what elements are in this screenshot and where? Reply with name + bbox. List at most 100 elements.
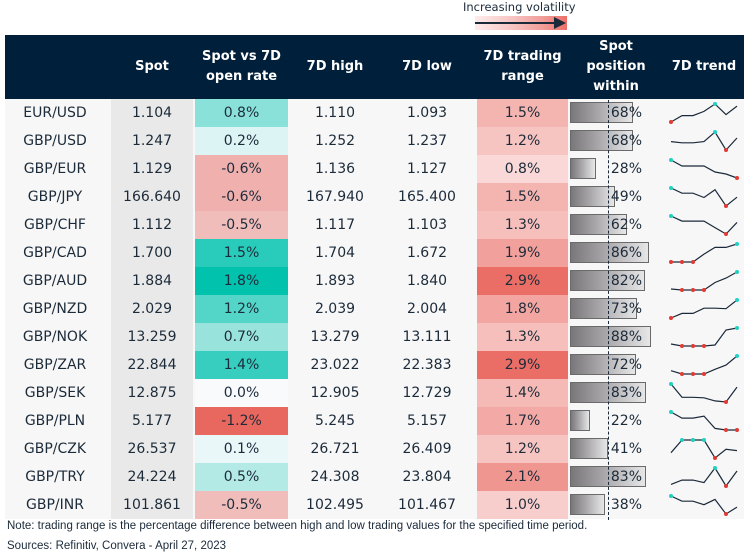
sparkline — [670, 326, 739, 348]
volatility-legend: Increasing volatility — [463, 0, 583, 33]
position-midpoint-line — [608, 100, 609, 520]
high-value: 24.308 — [310, 469, 360, 485]
header-position: Spot position within — [586, 39, 646, 94]
sparkline-low-marker — [702, 288, 706, 292]
sparkline-high-marker — [735, 354, 739, 358]
table-header: Spot Spot vs 7D open rate 7D high 7D low… — [5, 35, 744, 99]
high-value: 12.905 — [310, 385, 360, 401]
spot-value: 101.861 — [111, 491, 193, 519]
sparkline-path — [670, 103, 738, 123]
spot-value: 166.640 — [111, 183, 193, 211]
sparkline-path — [671, 243, 738, 263]
position-bar — [570, 186, 615, 207]
table-row: GBP/AUD 1.884 1.8% 1.893 1.840 2.9% 82% — [5, 267, 744, 295]
position-percent: 82% — [610, 273, 642, 289]
currency-pair: GBP/NOK — [22, 329, 88, 345]
header-range: 7D trading range — [483, 49, 562, 84]
spot-value: 1.112 — [111, 211, 193, 239]
low-value: 2.004 — [406, 301, 448, 317]
spot-value: 12.875 — [111, 379, 193, 407]
spot-value: 5.177 — [111, 407, 193, 435]
sparkline — [670, 466, 738, 488]
trading-range-value: 1.3% — [477, 211, 568, 239]
high-value: 2.039 — [314, 301, 356, 317]
trend-cell — [664, 99, 744, 127]
spot-value: 26.537 — [111, 435, 193, 463]
position-percent: 62% — [610, 217, 642, 233]
trend-cell — [664, 155, 744, 183]
high-value: 1.117 — [314, 217, 356, 233]
low-value: 1.127 — [406, 161, 448, 177]
currency-pair: GBP/ZAR — [23, 357, 87, 373]
sparkline-low-marker — [724, 204, 728, 208]
header-low: 7D low — [402, 59, 452, 74]
sparkline-low-marker — [724, 484, 728, 488]
trading-range-value: 1.8% — [477, 295, 568, 323]
sources: Sources: Refinitiv, Convera - April 27, … — [7, 540, 227, 552]
position-percent: 49% — [610, 189, 642, 205]
sparkline-path — [670, 131, 738, 151]
table-row: GBP/EUR 1.129 -0.6% 1.136 1.127 0.8% 28% — [5, 155, 744, 183]
high-value: 102.495 — [306, 497, 364, 513]
trading-range-value: 1.2% — [477, 435, 568, 463]
trend-cell — [664, 463, 744, 491]
currency-pair: GBP/AUD — [22, 273, 88, 289]
spot-position: 86% — [568, 239, 664, 267]
spot-value: 1.104 — [111, 99, 193, 127]
currency-pair: GBP/EUR — [23, 161, 87, 177]
fx-volatility-table: Spot Spot vs 7D open rate 7D high 7D low… — [5, 35, 744, 519]
header-spot: Spot — [135, 59, 169, 74]
spot-position: 49% — [568, 183, 664, 211]
spot-position: 88% — [568, 323, 664, 351]
table-row: GBP/NZD 2.029 1.2% 2.039 2.004 1.8% 73% — [5, 295, 744, 323]
low-value: 101.467 — [398, 497, 456, 513]
high-value: 1.110 — [314, 105, 356, 121]
sparkline-high-marker — [713, 466, 717, 470]
sparkline-low-marker — [680, 372, 684, 376]
sparkline — [669, 102, 738, 124]
low-value: 1.672 — [406, 245, 448, 261]
spot-value: 13.259 — [111, 323, 193, 351]
position-bar — [570, 410, 590, 431]
trend-cell — [664, 183, 744, 211]
low-value: 1.103 — [406, 217, 448, 233]
sparkline — [669, 298, 739, 320]
table-row: GBP/INR 101.861 -0.5% 102.495 101.467 1.0% 38% — [5, 491, 744, 519]
position-bar — [570, 438, 608, 459]
position-percent: 41% — [610, 441, 642, 457]
trading-range-value: 1.2% — [477, 127, 568, 155]
sparkline-low-marker — [735, 428, 739, 432]
high-value: 13.279 — [310, 329, 360, 345]
sparkline — [670, 438, 738, 460]
position-percent: 83% — [610, 385, 642, 401]
sparkline-low-marker — [724, 232, 728, 236]
spot-position: 83% — [568, 379, 664, 407]
sparkline-low-marker — [735, 176, 739, 180]
high-value: 23.022 — [310, 357, 360, 373]
position-percent: 73% — [610, 301, 642, 317]
currency-pair: GBP/PLN — [24, 413, 86, 429]
sparkline — [670, 130, 738, 152]
low-value: 23.804 — [402, 469, 452, 485]
sparkline-path — [670, 327, 738, 347]
position-percent: 68% — [610, 133, 642, 149]
spot-change-value: -0.6% — [195, 155, 288, 183]
spot-position: 22% — [568, 407, 664, 435]
table-row: EUR/USD 1.104 0.8% 1.110 1.093 1.5% 68% — [5, 99, 744, 127]
trend-cell — [664, 267, 744, 295]
spot-change-value: 1.4% — [195, 351, 288, 379]
spot-change-value: 1.8% — [195, 267, 288, 295]
trading-range-value: 2.1% — [477, 463, 568, 491]
trend-cell — [664, 211, 744, 239]
sparkline-high-marker — [735, 242, 739, 246]
sparkline — [669, 382, 738, 404]
sparkline-high-marker — [669, 158, 673, 162]
low-value: 5.157 — [406, 413, 448, 429]
spot-position: 38% — [568, 491, 664, 519]
spot-value: 22.844 — [111, 351, 193, 379]
spot-change-value: 0.5% — [195, 463, 288, 491]
sparkline-high-marker — [713, 130, 717, 134]
currency-pair: GBP/INR — [26, 497, 84, 513]
position-percent: 83% — [610, 469, 642, 485]
sparkline — [669, 214, 738, 236]
